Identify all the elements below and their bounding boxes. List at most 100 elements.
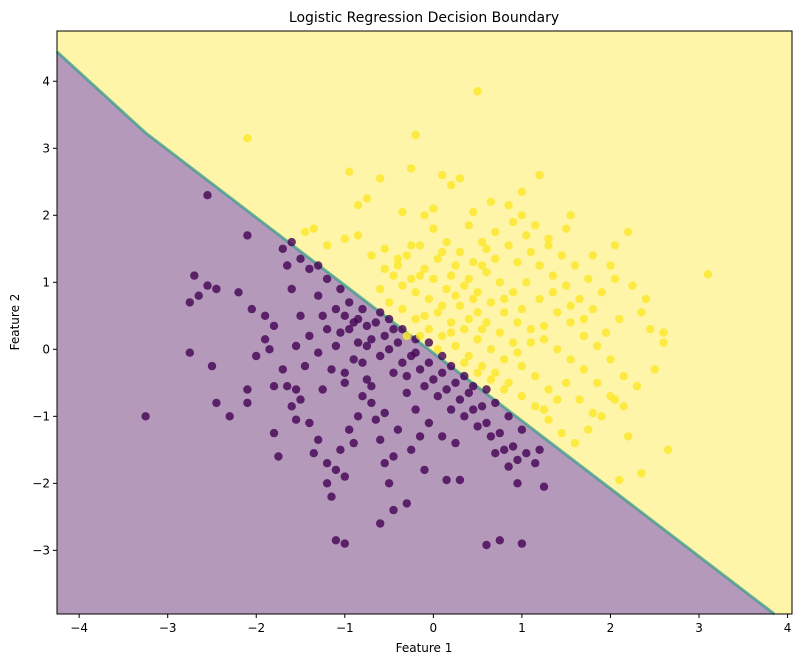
data-point (446, 328, 456, 337)
data-point (579, 331, 589, 341)
x-tick-label: 3 (695, 621, 703, 635)
data-point (331, 304, 341, 314)
data-point (513, 258, 522, 267)
data-point (424, 338, 434, 347)
data-point (393, 254, 403, 263)
data-point (491, 254, 500, 263)
data-point (584, 425, 593, 434)
data-point (384, 345, 394, 354)
data-point (593, 341, 602, 351)
data-point (473, 87, 482, 96)
data-point (424, 358, 434, 367)
data-point (305, 418, 314, 428)
data-point (353, 338, 363, 347)
data-point (575, 294, 584, 304)
data-point (376, 519, 385, 528)
data-point (659, 338, 668, 347)
data-point (331, 341, 341, 351)
data-point (402, 331, 411, 341)
data-point (376, 308, 385, 317)
data-point (411, 314, 420, 324)
data-point (624, 227, 633, 237)
data-point (610, 274, 620, 284)
decision-region-class-1 (57, 31, 792, 614)
data-point (593, 378, 602, 387)
data-point (460, 371, 469, 381)
data-point (641, 294, 651, 304)
data-point (619, 402, 628, 411)
data-point (287, 284, 296, 294)
data-point (243, 385, 252, 394)
decision-region-class-0 (57, 51, 775, 615)
data-point (411, 405, 420, 414)
data-point (491, 368, 500, 377)
data-point (442, 385, 451, 394)
y-axis-label: Feature 2 (8, 294, 22, 351)
data-point (482, 385, 491, 394)
data-point (508, 338, 518, 347)
data-point (531, 402, 540, 411)
data-point (340, 539, 349, 548)
data-point (446, 271, 456, 280)
data-point (353, 412, 363, 421)
data-point (384, 479, 394, 488)
data-point (322, 479, 332, 488)
data-point (477, 237, 487, 247)
y-tick-label: −3 (32, 543, 50, 557)
data-point (433, 392, 442, 401)
data-point (190, 271, 199, 280)
data-point (429, 204, 438, 213)
data-point (389, 325, 398, 334)
data-point (469, 207, 478, 217)
data-point (420, 465, 429, 475)
data-point (362, 321, 372, 331)
data-point (287, 237, 296, 247)
data-point (477, 325, 487, 334)
data-point (535, 170, 544, 180)
data-point (398, 207, 407, 217)
y-tick-label: 4 (42, 74, 50, 88)
y-tick-label: −1 (32, 409, 50, 423)
data-point (336, 445, 345, 454)
data-point (411, 130, 420, 140)
data-point (553, 345, 562, 354)
data-point (473, 422, 482, 431)
data-point (371, 318, 380, 327)
data-point (539, 335, 549, 344)
data-point (504, 412, 513, 421)
x-tick-label: 1 (518, 621, 526, 635)
data-point (446, 318, 456, 327)
data-point (305, 331, 314, 341)
data-point (539, 405, 549, 414)
data-point (407, 274, 416, 284)
y-tick-label: 1 (42, 275, 50, 289)
data-point (327, 365, 336, 374)
data-point (331, 465, 341, 475)
data-point (566, 355, 575, 364)
data-point (446, 361, 456, 371)
data-point (531, 221, 540, 230)
data-point (451, 341, 460, 351)
data-point (455, 301, 465, 310)
data-point (331, 536, 341, 545)
data-point (402, 499, 411, 508)
data-point (398, 304, 407, 314)
data-point (650, 365, 659, 374)
data-point (358, 304, 367, 314)
data-point (455, 475, 465, 485)
data-point (194, 291, 203, 300)
data-point (269, 321, 279, 331)
data-point (703, 270, 713, 279)
data-point (260, 335, 270, 344)
data-point (535, 261, 544, 270)
data-point (539, 482, 549, 491)
data-point (367, 251, 376, 260)
data-point (508, 217, 518, 227)
data-point (203, 281, 212, 290)
data-point (234, 288, 243, 297)
data-point (491, 398, 500, 408)
data-point (517, 304, 527, 314)
x-tick-label: −2 (247, 621, 265, 635)
data-point (274, 452, 283, 461)
